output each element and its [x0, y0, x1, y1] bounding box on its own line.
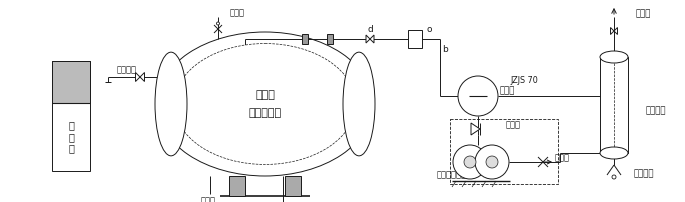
Text: 增压泵: 增压泵 — [500, 86, 515, 95]
Text: JZJS 70: JZJS 70 — [510, 76, 538, 85]
Text: 进水管: 进水管 — [555, 153, 570, 162]
Bar — [229, 176, 245, 196]
Text: 逆止阀: 逆止阀 — [506, 120, 521, 129]
Text: 水环式真空泵: 水环式真空泵 — [437, 170, 467, 179]
Circle shape — [216, 23, 219, 26]
Polygon shape — [471, 123, 480, 135]
Bar — [408, 31, 422, 49]
Bar — [450, 119, 558, 184]
Polygon shape — [614, 28, 617, 35]
Ellipse shape — [464, 156, 476, 168]
Ellipse shape — [174, 44, 356, 165]
Ellipse shape — [343, 53, 375, 156]
Text: 疏水口: 疏水口 — [201, 196, 216, 202]
Text: 电
控
箱: 电 控 箱 — [68, 120, 74, 153]
Polygon shape — [366, 36, 370, 44]
Polygon shape — [140, 73, 145, 82]
Text: 排气管: 排气管 — [636, 9, 651, 18]
Text: 消毒口: 消毒口 — [229, 8, 245, 17]
Ellipse shape — [157, 33, 373, 176]
Bar — [327, 35, 333, 45]
Text: d: d — [367, 25, 373, 34]
Polygon shape — [136, 73, 140, 82]
Text: 水分离器: 水分离器 — [646, 106, 667, 115]
Text: 蒸气进口: 蒸气进口 — [117, 65, 137, 74]
Circle shape — [612, 175, 616, 179]
Ellipse shape — [475, 145, 509, 179]
Bar — [52, 62, 90, 171]
Ellipse shape — [600, 52, 628, 64]
Ellipse shape — [155, 53, 187, 156]
Ellipse shape — [453, 145, 487, 179]
Ellipse shape — [458, 77, 498, 116]
Text: 排水漏门: 排水漏门 — [634, 169, 654, 178]
Bar — [600, 58, 628, 153]
Text: b: b — [442, 45, 448, 54]
Text: 真空干燥机: 真空干燥机 — [249, 107, 282, 117]
Bar — [285, 176, 301, 196]
Polygon shape — [370, 36, 374, 44]
Text: 蒸气型: 蒸气型 — [255, 89, 275, 100]
Polygon shape — [610, 28, 614, 35]
Ellipse shape — [600, 147, 628, 159]
Bar — [302, 35, 308, 45]
Ellipse shape — [486, 156, 498, 168]
Text: o: o — [426, 25, 432, 34]
Bar — [52, 62, 90, 103]
